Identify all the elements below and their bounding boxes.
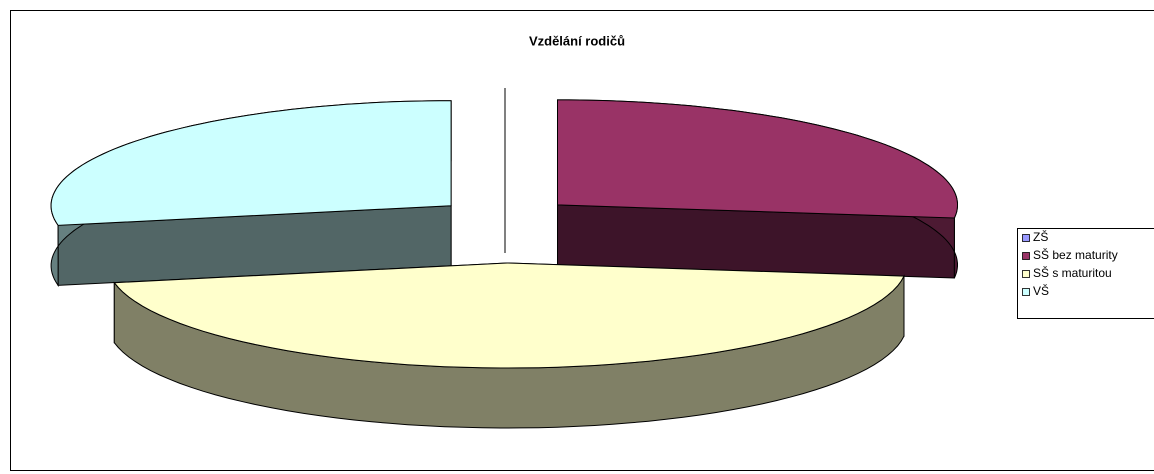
legend-label: SŠ bez maturity — [1033, 247, 1118, 262]
legend-swatch — [1022, 270, 1030, 278]
legend-swatch — [1022, 234, 1030, 242]
legend-box — [1017, 228, 1154, 319]
slice — [50, 100, 452, 226]
legend-swatch — [1022, 288, 1030, 296]
legend-label: VŠ — [1033, 283, 1049, 298]
legend-swatch — [1022, 252, 1030, 260]
chart-title: Vzdělání rodičů — [529, 33, 625, 48]
slice — [113, 262, 905, 369]
legend-label: ZŠ — [1033, 229, 1048, 244]
legend-label: SŠ s maturitou — [1033, 265, 1112, 280]
slice — [557, 99, 958, 219]
